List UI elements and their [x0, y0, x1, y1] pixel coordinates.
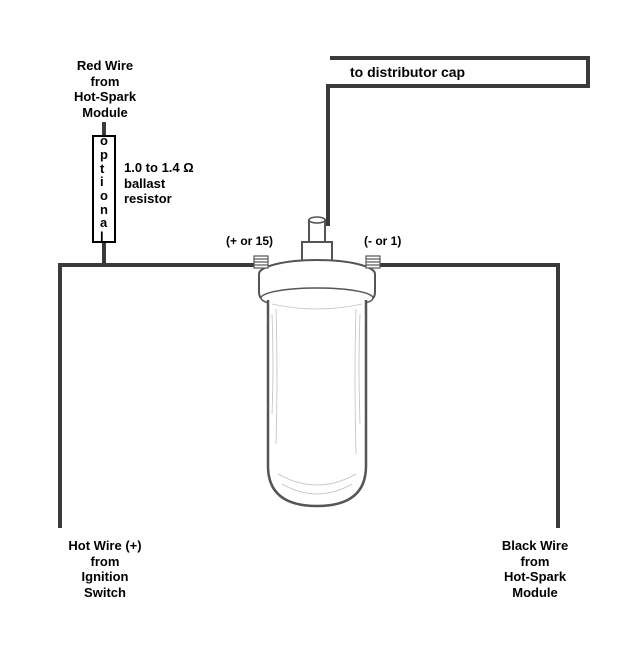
wire-red-to-pos-v — [102, 243, 106, 265]
wire-hot-h — [58, 263, 106, 267]
label-red-wire: Red Wire from Hot-Spark Module — [60, 58, 150, 120]
label-resistor-desc: 1.0 to 1.4 Ω ballast resistor — [124, 160, 224, 207]
label-distributor: to distributor cap — [350, 64, 465, 81]
wire-dist-down — [326, 84, 330, 226]
wire-black-v — [556, 266, 560, 528]
resistor-optional-text: optional — [100, 134, 108, 243]
ignition-coil: + - — [232, 214, 402, 514]
wire-hot-v — [58, 266, 62, 528]
label-black-wire: Black Wire from Hot-Spark Module — [480, 538, 590, 600]
wire-dist-top-h — [330, 56, 590, 60]
wire-dist-bot-h — [326, 84, 590, 88]
wire-black-h — [380, 263, 560, 267]
ballast-resistor: optional — [92, 135, 116, 243]
label-hot-wire: Hot Wire (+) from Ignition Switch — [50, 538, 160, 600]
